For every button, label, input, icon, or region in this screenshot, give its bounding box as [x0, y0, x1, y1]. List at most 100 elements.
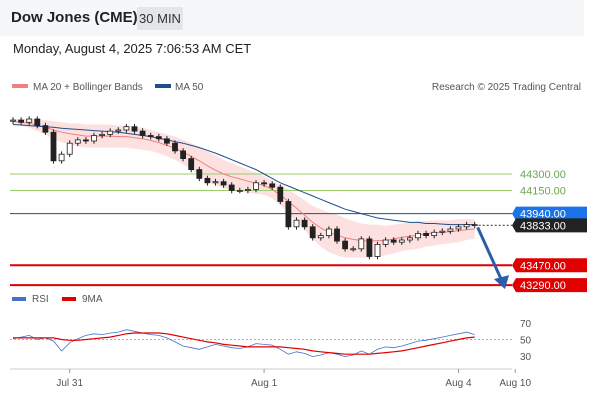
candle [50, 131, 57, 162]
candle [18, 119, 25, 123]
candle [366, 238, 373, 257]
candle [99, 133, 105, 136]
source-credit: Research © 2025 Trading Central [432, 82, 581, 93]
candle [180, 150, 187, 159]
ma50-legend-swatch [155, 84, 171, 88]
resistance-level-label: 44300.00 [520, 169, 566, 181]
candle [10, 119, 16, 122]
rsi-tick-label: 50 [520, 336, 532, 347]
level-badge-label: 43470.00 [520, 260, 566, 272]
candle [107, 130, 114, 135]
rsi-panel: 70 50 30 [10, 319, 532, 363]
level-badge-label: 43940.00 [520, 209, 566, 221]
level-badge-pivot [512, 206, 587, 221]
candle [358, 238, 365, 250]
resistance-level-label: 44150.00 [520, 186, 566, 198]
x-tick-label: Aug 4 [445, 378, 472, 389]
candle [196, 169, 203, 179]
ma50-line [12, 124, 475, 226]
candle [91, 135, 97, 142]
level-badge-support [512, 258, 587, 273]
candle [317, 235, 324, 239]
candle [269, 183, 276, 188]
rsi-legend-swatch [12, 297, 26, 301]
rsi-legend-label: RSI [32, 294, 49, 305]
candle [431, 231, 438, 237]
candle [423, 232, 430, 236]
candle [447, 228, 454, 232]
candle [350, 248, 357, 251]
candle [115, 129, 122, 132]
candle [390, 239, 397, 243]
candle [236, 190, 243, 192]
ma20-legend-swatch [12, 84, 28, 88]
candle [374, 243, 381, 257]
candle [415, 232, 421, 239]
candle [439, 230, 446, 233]
ma20-legend-label: MA 20 + Bollinger Bands [33, 82, 143, 93]
candle [228, 184, 235, 191]
bollinger-band-fill [13, 119, 475, 258]
candlesticks [10, 116, 478, 260]
candle [285, 201, 292, 228]
candle [74, 139, 81, 144]
projection-arrow [474, 224, 512, 290]
candle [382, 239, 389, 245]
candle [261, 182, 268, 185]
level-badge-support [512, 278, 587, 293]
key-levels [10, 173, 512, 287]
candle [188, 158, 195, 171]
bollinger-bands [13, 119, 475, 258]
candle [220, 181, 227, 186]
level-badge-last [512, 218, 587, 233]
interval-button[interactable]: 30 MIN [137, 7, 183, 30]
rsi-line [12, 329, 475, 358]
header-bar: Dow Jones (CME) 30 MIN [0, 0, 584, 36]
candle [66, 142, 73, 155]
candle [325, 228, 332, 236]
rsi-ma-legend-label: 9MA [82, 294, 103, 305]
x-tick-label: Aug 10 [499, 378, 531, 389]
candle [26, 118, 33, 123]
rsi-tick-label: 70 [520, 319, 532, 330]
candle [83, 139, 89, 142]
candle [334, 228, 340, 242]
candle [301, 219, 308, 228]
level-badge-label: 43290.00 [520, 280, 566, 292]
moving-averages [12, 120, 475, 242]
rsi-ma-legend-swatch [62, 297, 76, 301]
candle [163, 138, 170, 144]
ma50-legend-label: MA 50 [175, 82, 204, 93]
candle [293, 219, 300, 228]
candle [58, 153, 65, 162]
projection-arrow-shaft [476, 226, 504, 282]
candle [253, 182, 259, 190]
candle [34, 118, 41, 126]
level-badge-label: 43833.00 [520, 220, 566, 232]
candle [342, 240, 349, 250]
timestamp: Monday, August 4, 2025 7:06:53 AM CET [13, 41, 252, 56]
candle [123, 126, 130, 131]
x-tick-label: Jul 31 [56, 378, 83, 389]
candle [147, 135, 154, 138]
x-tick-label: Aug 1 [251, 378, 278, 389]
candle [398, 239, 405, 243]
candle [463, 224, 470, 228]
ma20-line [12, 120, 475, 242]
rsi-tick-label: 30 [520, 352, 532, 363]
candle [42, 125, 49, 133]
candle [131, 126, 138, 132]
candle [277, 186, 284, 202]
candle [406, 237, 413, 241]
candle [155, 136, 162, 140]
candle [455, 226, 462, 230]
candle [172, 142, 178, 152]
candle [309, 226, 316, 239]
rsi-ma-line [13, 332, 475, 355]
x-axis: Jul 31 Aug 1 Aug 4 Aug 10 [56, 369, 531, 389]
candle [139, 130, 146, 136]
instrument-title: Dow Jones (CME) [11, 9, 138, 26]
candle [212, 181, 219, 184]
